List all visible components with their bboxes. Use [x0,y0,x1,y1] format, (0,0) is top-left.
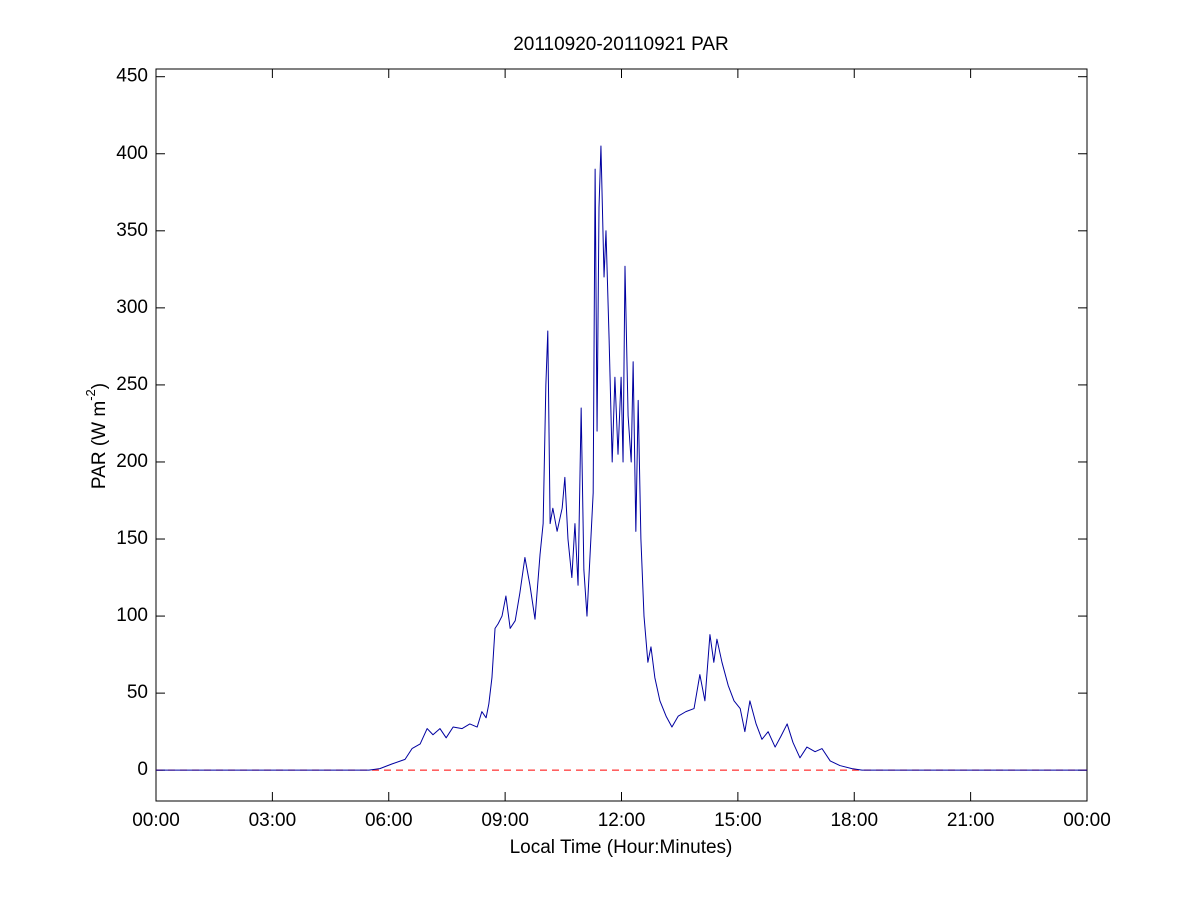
x-tick-label: 00:00 [1063,810,1111,831]
y-axis-label: PAR (W m-2) [83,383,110,489]
y-axis-label-sup: -2 [83,389,98,401]
y-tick-label: 100 [116,605,148,626]
y-tick-label: 200 [116,451,148,472]
x-tick-label: 00:00 [132,810,180,831]
chart-title: 20110920-20110921 PAR [513,34,729,55]
y-axis-label-text: PAR (W m [89,401,110,489]
y-tick-label: 50 [127,682,148,703]
y-tick-label: 0 [137,759,148,780]
y-tick-label: 400 [116,143,148,164]
y-axis-label-end: ) [89,383,110,389]
y-tick-label: 250 [116,374,148,395]
x-tick-label: 15:00 [714,810,762,831]
x-tick-label: 06:00 [365,810,413,831]
x-tick-label: 03:00 [249,810,297,831]
x-tick-label: 18:00 [830,810,878,831]
y-tick-label: 350 [116,220,148,241]
y-tick-label: 150 [116,528,148,549]
x-tick-label: 21:00 [947,810,995,831]
x-axis-label: Local Time (Hour:Minutes) [510,837,733,858]
y-tick-label: 450 [116,66,148,87]
x-tick-label: 09:00 [481,810,529,831]
series-line [156,145,1087,771]
x-tick-label: 12:00 [598,810,646,831]
y-tick-label: 300 [116,297,148,318]
